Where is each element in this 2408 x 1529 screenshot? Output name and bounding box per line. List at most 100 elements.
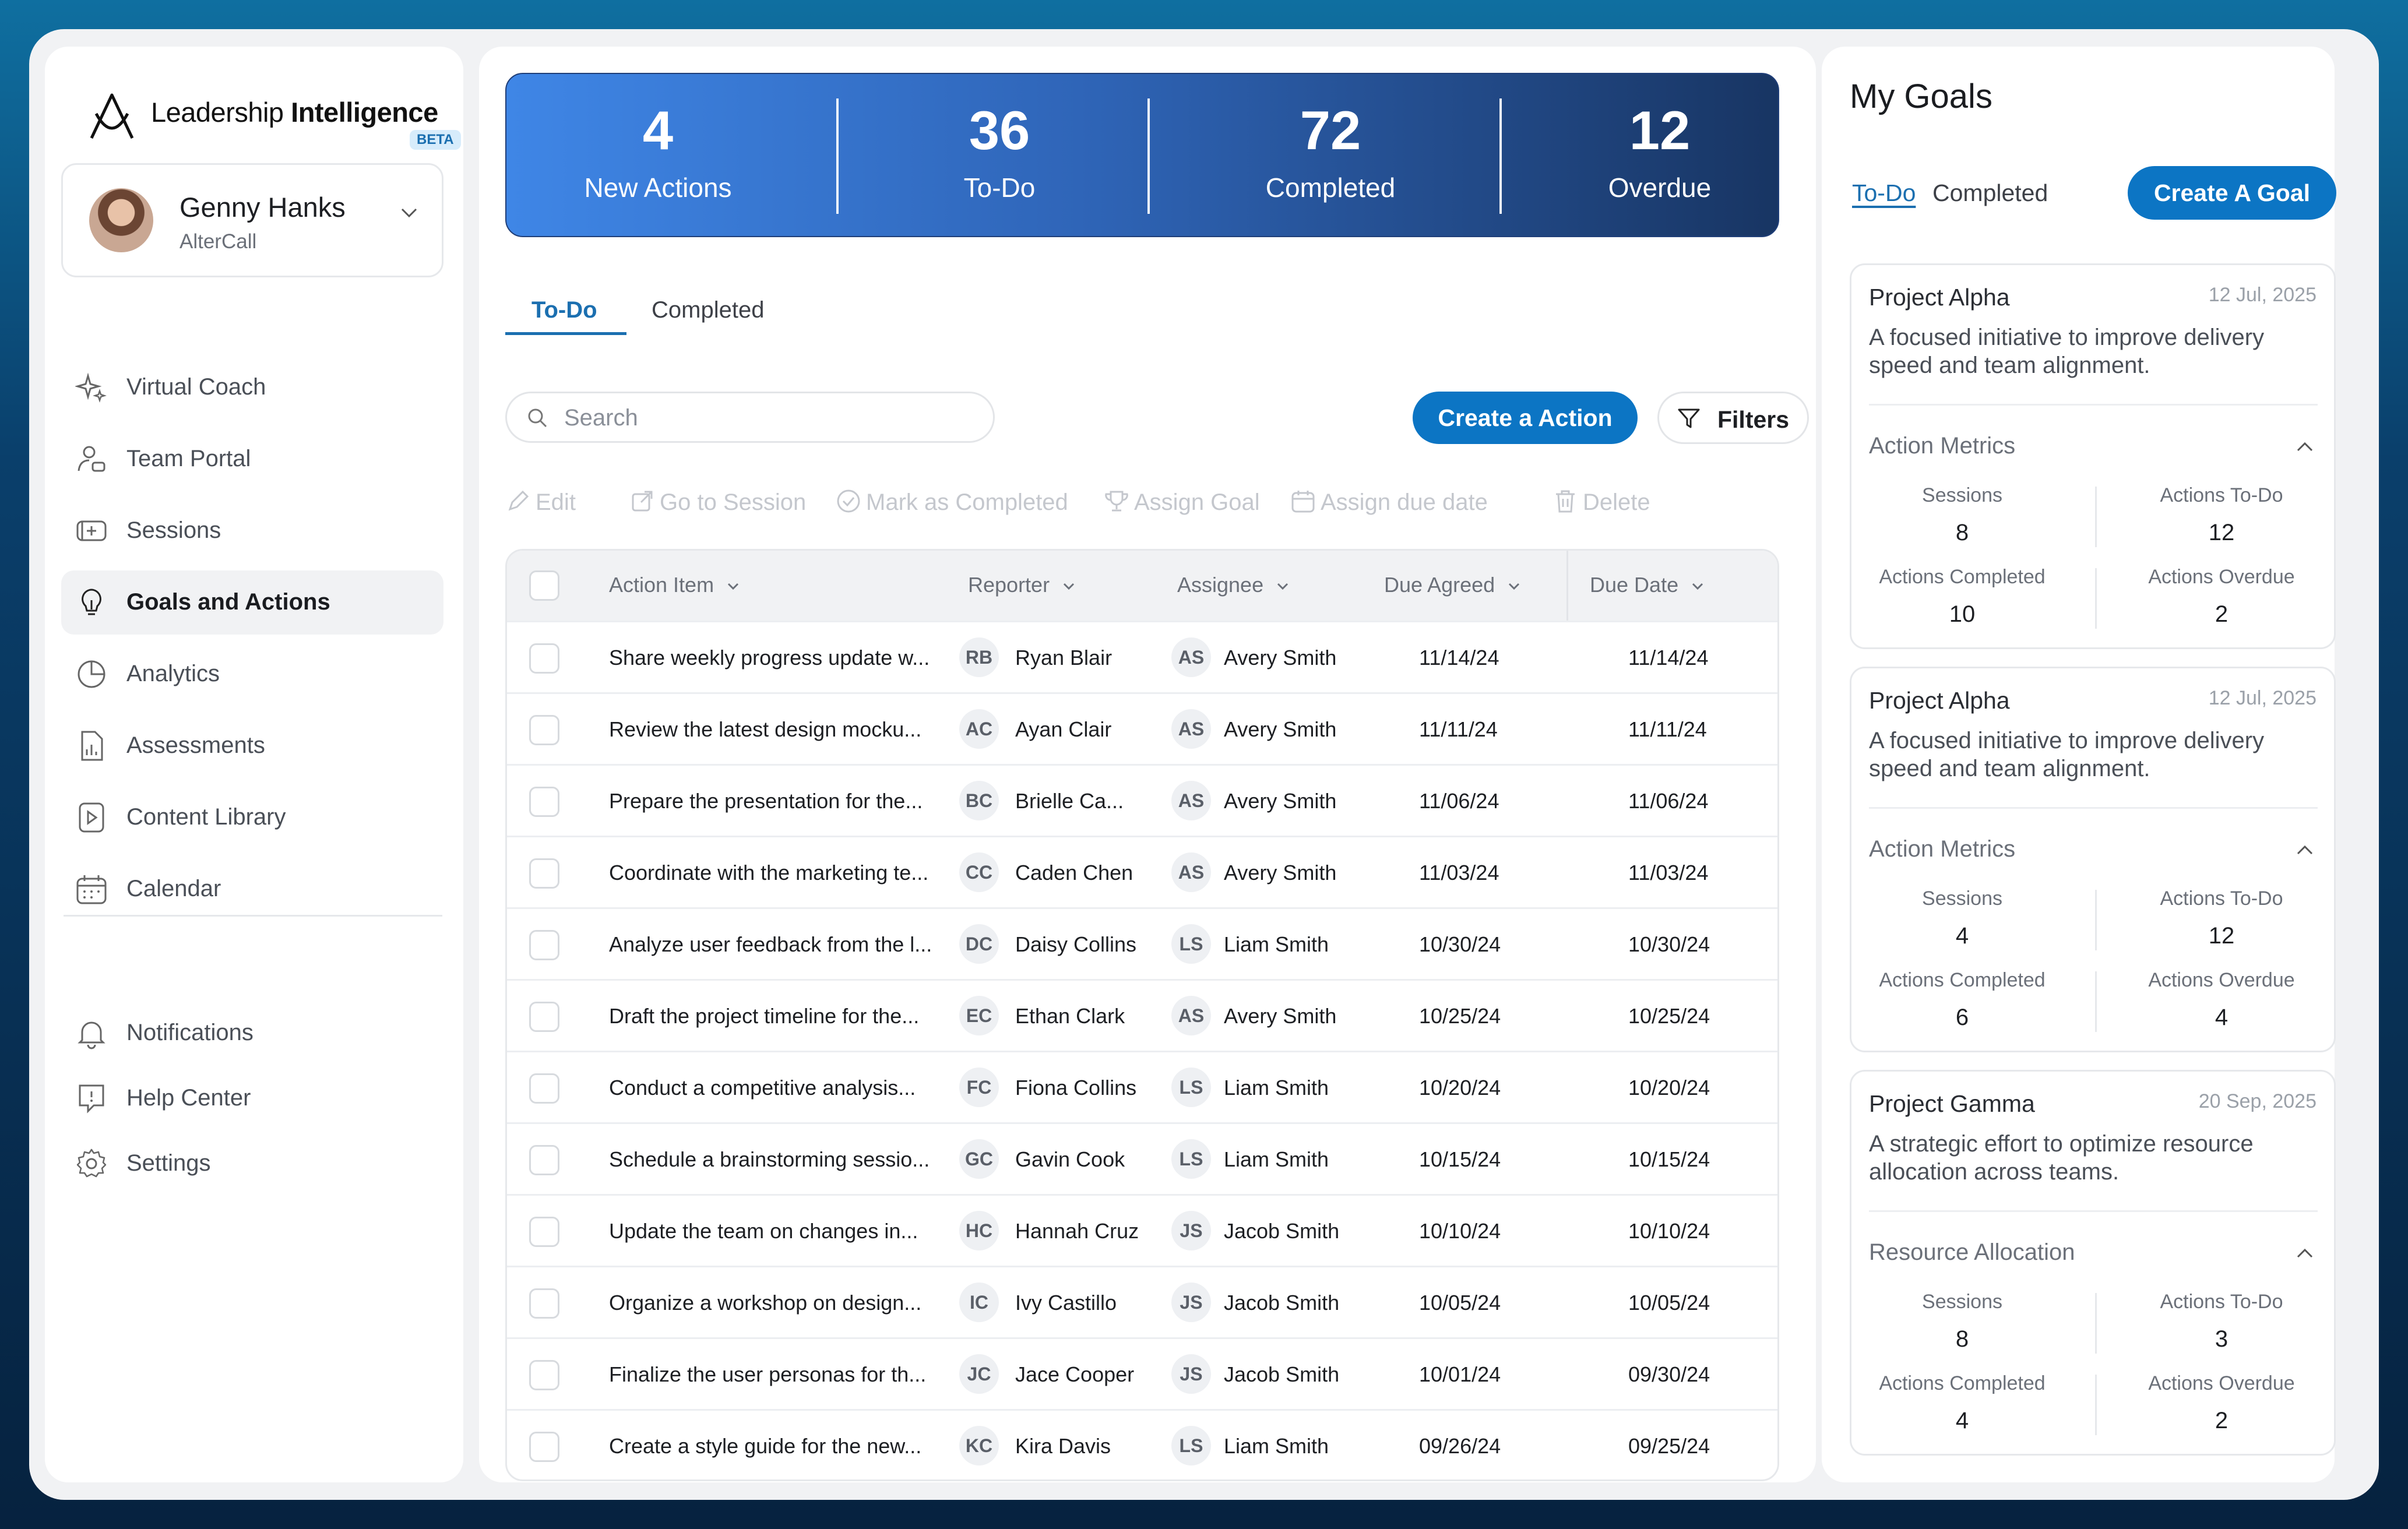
- column-header-due-date[interactable]: Due Date: [1590, 573, 1706, 597]
- column-header-reporter[interactable]: Reporter: [968, 573, 1078, 597]
- stat-overdue[interactable]: 12 Overdue: [1546, 103, 1773, 203]
- action-item-text[interactable]: Update the team on changes in...: [609, 1219, 918, 1243]
- metrics-section-title[interactable]: Action Metrics: [1869, 433, 2016, 459]
- reporter-name: Gavin Cook: [1015, 1147, 1125, 1171]
- goal-card[interactable]: Project Gamma 20 Sep, 2025 A strategic eff…: [1850, 1070, 2336, 1456]
- action-item-text[interactable]: Analyze user feedback from the l...: [609, 932, 932, 956]
- goal-card[interactable]: Project Alpha 12 Jul, 2025 A focused initi…: [1850, 667, 2336, 1052]
- sidebar-item-analytics[interactable]: Analytics: [61, 642, 443, 706]
- metrics-section-title[interactable]: Action Metrics: [1869, 836, 2016, 862]
- chevron-up-icon[interactable]: [2292, 837, 2318, 863]
- sidebar-item-assessments[interactable]: Assessments: [61, 714, 443, 778]
- due-date-cell: 11/03/24: [1628, 861, 1709, 885]
- sidebar-item-goals-and-actions[interactable]: Goals and Actions: [61, 570, 443, 635]
- profile-switcher[interactable]: Genny Hanks AlterCall: [61, 163, 443, 277]
- goals-tab-todo[interactable]: To-Do: [1852, 179, 1916, 206]
- action-item-text[interactable]: Share weekly progress update w...: [609, 646, 930, 670]
- sidebar-item-content-library[interactable]: Content Library: [61, 785, 443, 850]
- column-header-action-item[interactable]: Action Item: [609, 573, 742, 597]
- chevron-up-icon[interactable]: [2292, 1241, 2318, 1266]
- row-checkbox[interactable]: [529, 715, 559, 745]
- goal-date: 20 Sep, 2025: [2198, 1090, 2317, 1112]
- due-date-cell: 10/10/24: [1628, 1219, 1710, 1243]
- sidebar-item-settings[interactable]: Settings: [61, 1132, 443, 1196]
- table-row[interactable]: Finalize the user personas for th... JC Ja…: [507, 1337, 1777, 1409]
- metric-value: 8: [1955, 1326, 1969, 1352]
- create-goal-button[interactable]: Create A Goal: [2128, 166, 2336, 220]
- table-row[interactable]: Coordinate with the marketing te... CC Cad…: [507, 836, 1777, 907]
- action-item-text[interactable]: Review the latest design mocku...: [609, 717, 922, 741]
- gear-icon: [76, 1148, 107, 1178]
- table-row[interactable]: Prepare the presentation for the... BC Bri…: [507, 764, 1777, 836]
- table-row[interactable]: Organize a workshop on design... IC Ivy Ca…: [507, 1266, 1777, 1337]
- row-checkbox[interactable]: [529, 787, 559, 817]
- create-action-button[interactable]: Create a Action: [1413, 392, 1638, 444]
- metric-label: Sessions: [1922, 484, 2002, 506]
- column-header-due-agreed[interactable]: Due Agreed: [1384, 573, 1523, 597]
- table-row[interactable]: Conduct a competitive analysis... FC Fiona…: [507, 1051, 1777, 1122]
- table-row[interactable]: Analyze user feedback from the l... DC Dai…: [507, 907, 1777, 979]
- table-row[interactable]: Update the team on changes in... HC Hannah…: [507, 1194, 1777, 1266]
- sidebar-item-notifications[interactable]: Notifications: [61, 1001, 443, 1065]
- action-item-text[interactable]: Coordinate with the marketing te...: [609, 861, 929, 885]
- row-checkbox[interactable]: [529, 1432, 559, 1462]
- row-checkbox[interactable]: [529, 1217, 559, 1247]
- action-item-text[interactable]: Draft the project timeline for the...: [609, 1004, 920, 1028]
- action-item-text[interactable]: Finalize the user personas for th...: [609, 1362, 927, 1386]
- filters-button[interactable]: Filters: [1657, 392, 1809, 444]
- sidebar-item-label: Sessions: [126, 517, 221, 543]
- action-item-text[interactable]: Conduct a competitive analysis...: [609, 1076, 916, 1100]
- row-checkbox[interactable]: [529, 1002, 559, 1032]
- table-row[interactable]: Review the latest design mocku... AC Ayan …: [507, 692, 1777, 764]
- filters-label: Filters: [1717, 406, 1790, 433]
- table-row[interactable]: Create a style guide for the new... KC Kir…: [507, 1409, 1777, 1479]
- row-checkbox[interactable]: [529, 1145, 559, 1175]
- row-checkbox[interactable]: [529, 1360, 559, 1390]
- goal-card[interactable]: Project Alpha 12 Jul, 2025 A focused initi…: [1850, 263, 2336, 649]
- action-item-text[interactable]: Schedule a brainstorming sessio...: [609, 1147, 930, 1171]
- goal-date: 12 Jul, 2025: [2208, 284, 2317, 306]
- metrics-section-title[interactable]: Resource Allocation: [1869, 1239, 2075, 1265]
- table-row[interactable]: Schedule a brainstorming sessio... GC Gavi…: [507, 1122, 1777, 1194]
- assignee-name: Avery Smith: [1224, 861, 1337, 885]
- row-checkbox[interactable]: [529, 1288, 559, 1319]
- stat-new-actions[interactable]: 4 New Actions: [536, 103, 780, 203]
- row-checkbox[interactable]: [529, 1073, 559, 1104]
- sidebar-item-team-portal[interactable]: Team Portal: [61, 427, 443, 491]
- stat-value: 36: [969, 100, 1030, 161]
- search-input[interactable]: [563, 401, 973, 434]
- column-header-assignee[interactable]: Assignee: [1177, 573, 1291, 597]
- select-all-checkbox[interactable]: [529, 570, 559, 601]
- chevron-up-icon[interactable]: [2292, 434, 2318, 460]
- assignee-avatar: AS: [1171, 781, 1211, 820]
- tab-todo[interactable]: To-Do: [531, 297, 597, 323]
- action-item-text[interactable]: Organize a workshop on design...: [609, 1291, 922, 1315]
- stats-banner: 4 New Actions 36 To-Do 72 Completed 12 O…: [505, 73, 1779, 237]
- row-checkbox[interactable]: [529, 858, 559, 889]
- sidebar-item-help-center[interactable]: Help Center: [61, 1066, 443, 1130]
- goals-tab-completed[interactable]: Completed: [1932, 179, 2048, 206]
- sidebar-item-virtual-coach[interactable]: Virtual Coach: [61, 355, 443, 420]
- row-checkbox[interactable]: [529, 643, 559, 674]
- stat-todo[interactable]: 36 To-Do: [877, 103, 1122, 203]
- sidebar-item-calendar[interactable]: Calendar: [61, 857, 443, 921]
- tab-completed[interactable]: Completed: [652, 297, 765, 323]
- due-agreed-cell: 11/14/24: [1419, 646, 1499, 670]
- table-row[interactable]: Share weekly progress update w... RB Ryan …: [507, 621, 1777, 692]
- due-agreed-cell: 10/25/24: [1419, 1004, 1501, 1028]
- stat-label: Overdue: [1608, 172, 1712, 203]
- sparkle-icon: [75, 372, 107, 403]
- sidebar-item-sessions[interactable]: Sessions: [61, 499, 443, 563]
- stat-completed[interactable]: 72 Completed: [1208, 103, 1453, 203]
- assignee-avatar: LS: [1171, 924, 1211, 964]
- action-item-text[interactable]: Create a style guide for the new...: [609, 1434, 922, 1458]
- beta-badge: BETA: [410, 130, 461, 150]
- table-row[interactable]: Draft the project timeline for the... EC E…: [507, 979, 1777, 1051]
- card-divider: [1869, 404, 2318, 406]
- row-checkbox[interactable]: [529, 930, 559, 960]
- metric-label: Actions Overdue: [2148, 566, 2295, 588]
- action-item-text[interactable]: Prepare the presentation for the...: [609, 789, 923, 813]
- brand-logo[interactable]: Leadership Intelligence BETA: [86, 84, 461, 154]
- metric-label: Sessions: [1922, 887, 2002, 910]
- metric-divider: [2095, 890, 2097, 950]
